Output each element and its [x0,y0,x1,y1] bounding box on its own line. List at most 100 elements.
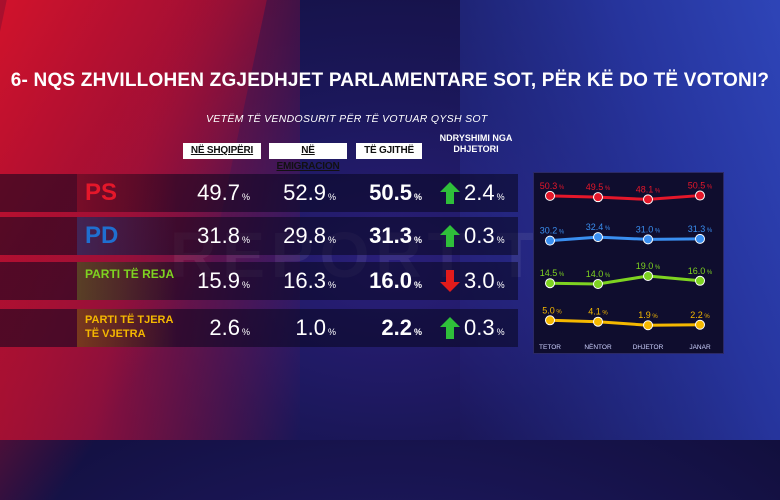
percent-sign: % [241,192,250,202]
poll-question-title: 6- NQS ZHVILLOHEN ZGJEDHJET PARLAMENTARE… [10,70,770,91]
data-point [643,320,653,331]
arrow-up-icon [440,317,460,339]
change-value-number: 3.0 [464,268,495,293]
value-emigration-number: 29.8 [283,223,326,248]
series-line [549,194,701,201]
change-value-number: 2.4 [464,180,495,205]
data-point [643,271,653,281]
value-albania-number: 49.7 [197,180,240,205]
data-point [545,315,555,326]
data-point [695,233,705,244]
party-name: PARTI TË TJERA TË VJETRA [85,314,174,340]
party-row: PARTI TË REJA 15.9% 16.3% 16.0% 3.0% [0,262,518,300]
party-name: PD [85,222,119,249]
value-emigration: 16.3% [246,268,336,294]
party-row: PS 49.7% 52.9% 50.5% 2.4% [0,174,518,212]
arrow-up-icon [440,225,460,247]
data-label: 16.0 % [688,266,713,276]
value-emigration-number: 16.3 [283,268,326,293]
series-line [549,274,701,286]
change-value-number: 0.3 [464,223,495,248]
percent-sign: % [327,327,336,337]
series-line [549,318,701,327]
percent-sign: % [413,235,422,245]
change-value: 0.3% [464,315,505,341]
data-label: 48.1 % [636,184,661,194]
data-point [593,279,603,289]
party-color-band [77,217,177,255]
percent-sign: % [327,235,336,245]
change-value: 0.3% [464,223,505,249]
data-point [695,275,705,286]
percent-sign: % [327,280,336,290]
value-emigration-number: 52.9 [283,180,326,205]
percent-sign: % [496,192,505,202]
percent-sign: % [241,327,250,337]
value-emigration: 29.8% [246,223,336,249]
value-albania: 2.6% [160,315,250,341]
data-point [643,234,653,245]
party-name: PARTI TË REJA [85,267,175,281]
series-line [549,235,701,243]
change-value: 3.0% [464,268,505,294]
data-label: 14.0 % [586,269,611,279]
data-label: 14.5 % [540,268,565,278]
data-point [545,278,555,289]
percent-sign: % [413,327,422,337]
data-point [695,319,705,330]
party-row: PD 31.8% 29.8% 31.3% 0.3% [0,217,518,255]
value-albania: 15.9% [160,268,250,294]
arrow-up-icon [440,182,460,204]
party-name: PS [85,179,118,206]
party-row: PARTI TË TJERA TË VJETRA 2.6% 1.0% 2.2% 0.3% [0,309,518,347]
percent-sign: % [241,235,250,245]
value-emigration: 1.0% [246,315,336,341]
value-all: 50.5% [332,180,422,206]
percent-sign: % [496,327,505,337]
data-point [545,235,555,246]
party-color-band [77,262,177,300]
data-label: 32.4 % [586,222,611,232]
value-all: 31.3% [332,223,422,249]
change-value: 2.4% [464,180,505,206]
data-point [643,194,653,205]
data-label: 49.5 % [586,182,611,192]
column-header-albania: NË SHQIPËRI [183,143,261,159]
data-label: 2.2 % [690,310,710,320]
change-value-number: 0.3 [464,315,495,340]
data-label: 4.1 % [588,307,608,317]
value-all: 2.2% [332,315,422,341]
value-emigration: 52.9% [246,180,336,206]
x-tick-label: DHJETOR [633,344,664,351]
x-tick-label: TETOR [539,344,561,351]
value-all-number: 50.5 [369,180,412,205]
value-albania-number: 15.9 [197,268,240,293]
column-header-all: TË GJITHË [356,143,422,159]
value-albania-number: 31.8 [197,223,240,248]
value-all-number: 31.3 [369,223,412,248]
data-label: 19.0 % [636,261,661,271]
data-point [695,190,705,201]
value-all: 16.0% [332,268,422,294]
x-tick-label: JANAR [689,344,711,351]
percent-sign: % [413,280,422,290]
data-point [593,232,603,243]
data-label: 30.2 % [540,226,565,236]
party-color-band [77,309,177,347]
value-all-number: 16.0 [369,268,412,293]
value-emigration-number: 1.0 [295,315,326,340]
data-point [545,190,555,201]
data-label: 31.0 % [636,224,661,234]
subtitle: VETËM TË VENDOSURIT PËR TË VOTUAR QYSH S… [206,113,488,125]
x-tick-label: NËNTOR [584,343,612,351]
data-label: 1.9 % [638,310,658,320]
value-all-number: 2.2 [381,315,412,340]
trend-line-chart-svg: 50.3 % 49.5 % 48.1 % 50.5 % 30.2 % 32.4 % 31.0… [539,181,713,351]
column-header-change: NDRYSHIMI NGA DHJETORI [439,133,513,154]
data-point [593,316,603,327]
data-label: 31.3 % [688,224,713,234]
value-albania: 31.8% [160,223,250,249]
data-point [593,192,603,203]
trend-chart: 50.3 % 49.5 % 48.1 % 50.5 % 30.2 % 32.4 % 31.0… [533,172,724,354]
percent-sign: % [413,192,422,202]
